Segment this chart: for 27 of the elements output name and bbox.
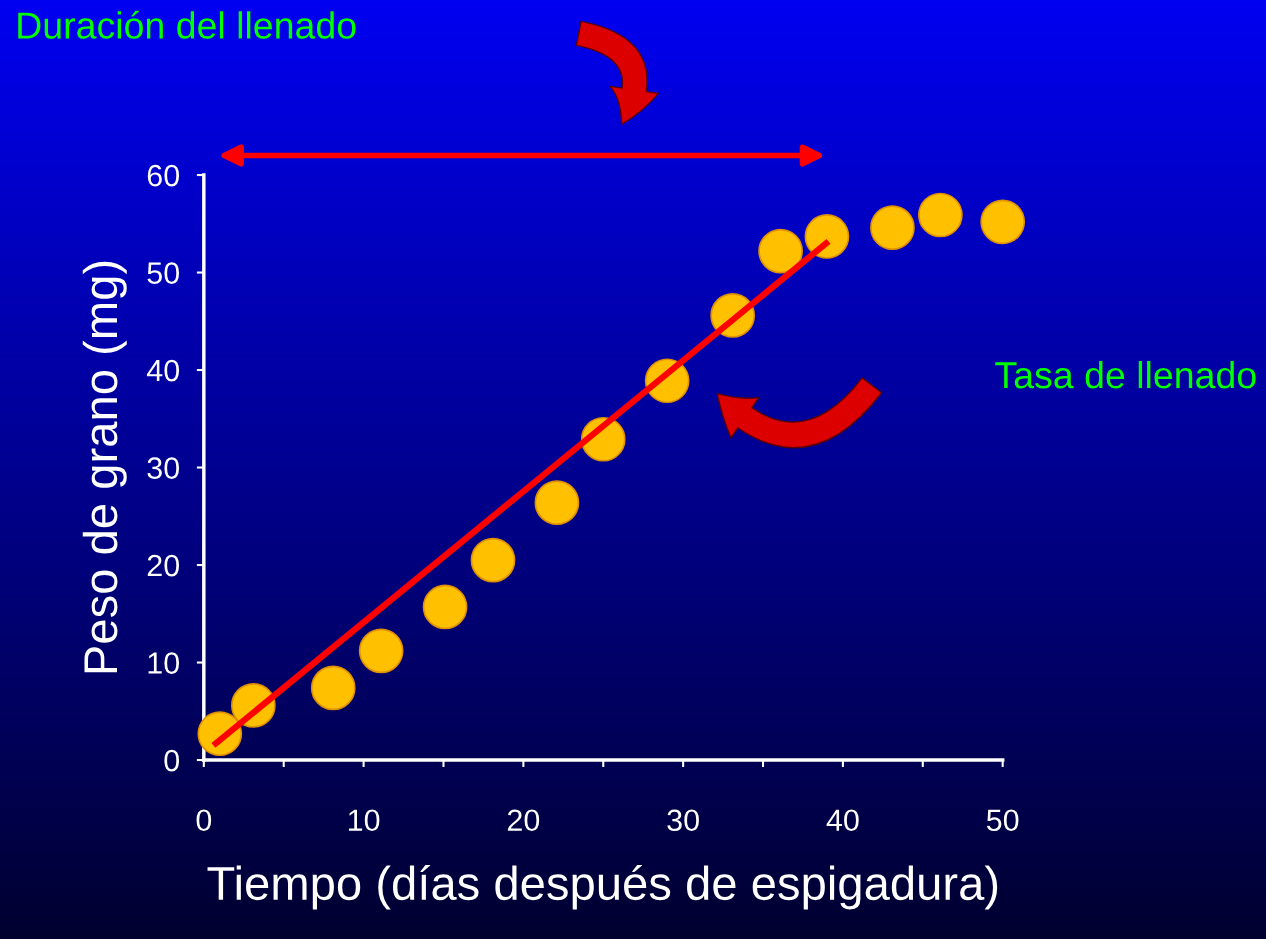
y-tick-label: 60 (147, 164, 180, 187)
x-tick-label: 50 (986, 809, 1019, 832)
y-tick-label: 20 (147, 554, 180, 577)
annotation: Tasa de llenado (995, 360, 1256, 389)
y-tick-label: 30 (147, 457, 180, 479)
y-tick-label: 40 (146, 359, 180, 382)
point (870, 205, 915, 251)
x-tick-label: 40 (826, 809, 859, 832)
point (980, 199, 1026, 245)
y-axis-title: Peso de grano (mg) (82, 261, 127, 673)
x-tick-label: 30 (667, 809, 699, 832)
point (358, 628, 404, 674)
y-tick-label: 0 (164, 749, 180, 772)
point (917, 192, 963, 238)
text: Duración del llenado (18, 10, 356, 39)
y-tick-label: 10 (148, 652, 180, 674)
point (422, 584, 468, 630)
x-axis-title: Tiempo (días después de espigadura) (207, 864, 998, 910)
point (804, 214, 850, 259)
point (310, 665, 356, 711)
point (534, 480, 580, 525)
x-tick-label: 0 (196, 809, 212, 832)
y-tick-label: 50 (147, 262, 180, 284)
x-tick-label: 20 (507, 809, 540, 832)
point (470, 537, 516, 583)
point (758, 228, 803, 274)
x-tick-label: 10 (348, 809, 380, 832)
